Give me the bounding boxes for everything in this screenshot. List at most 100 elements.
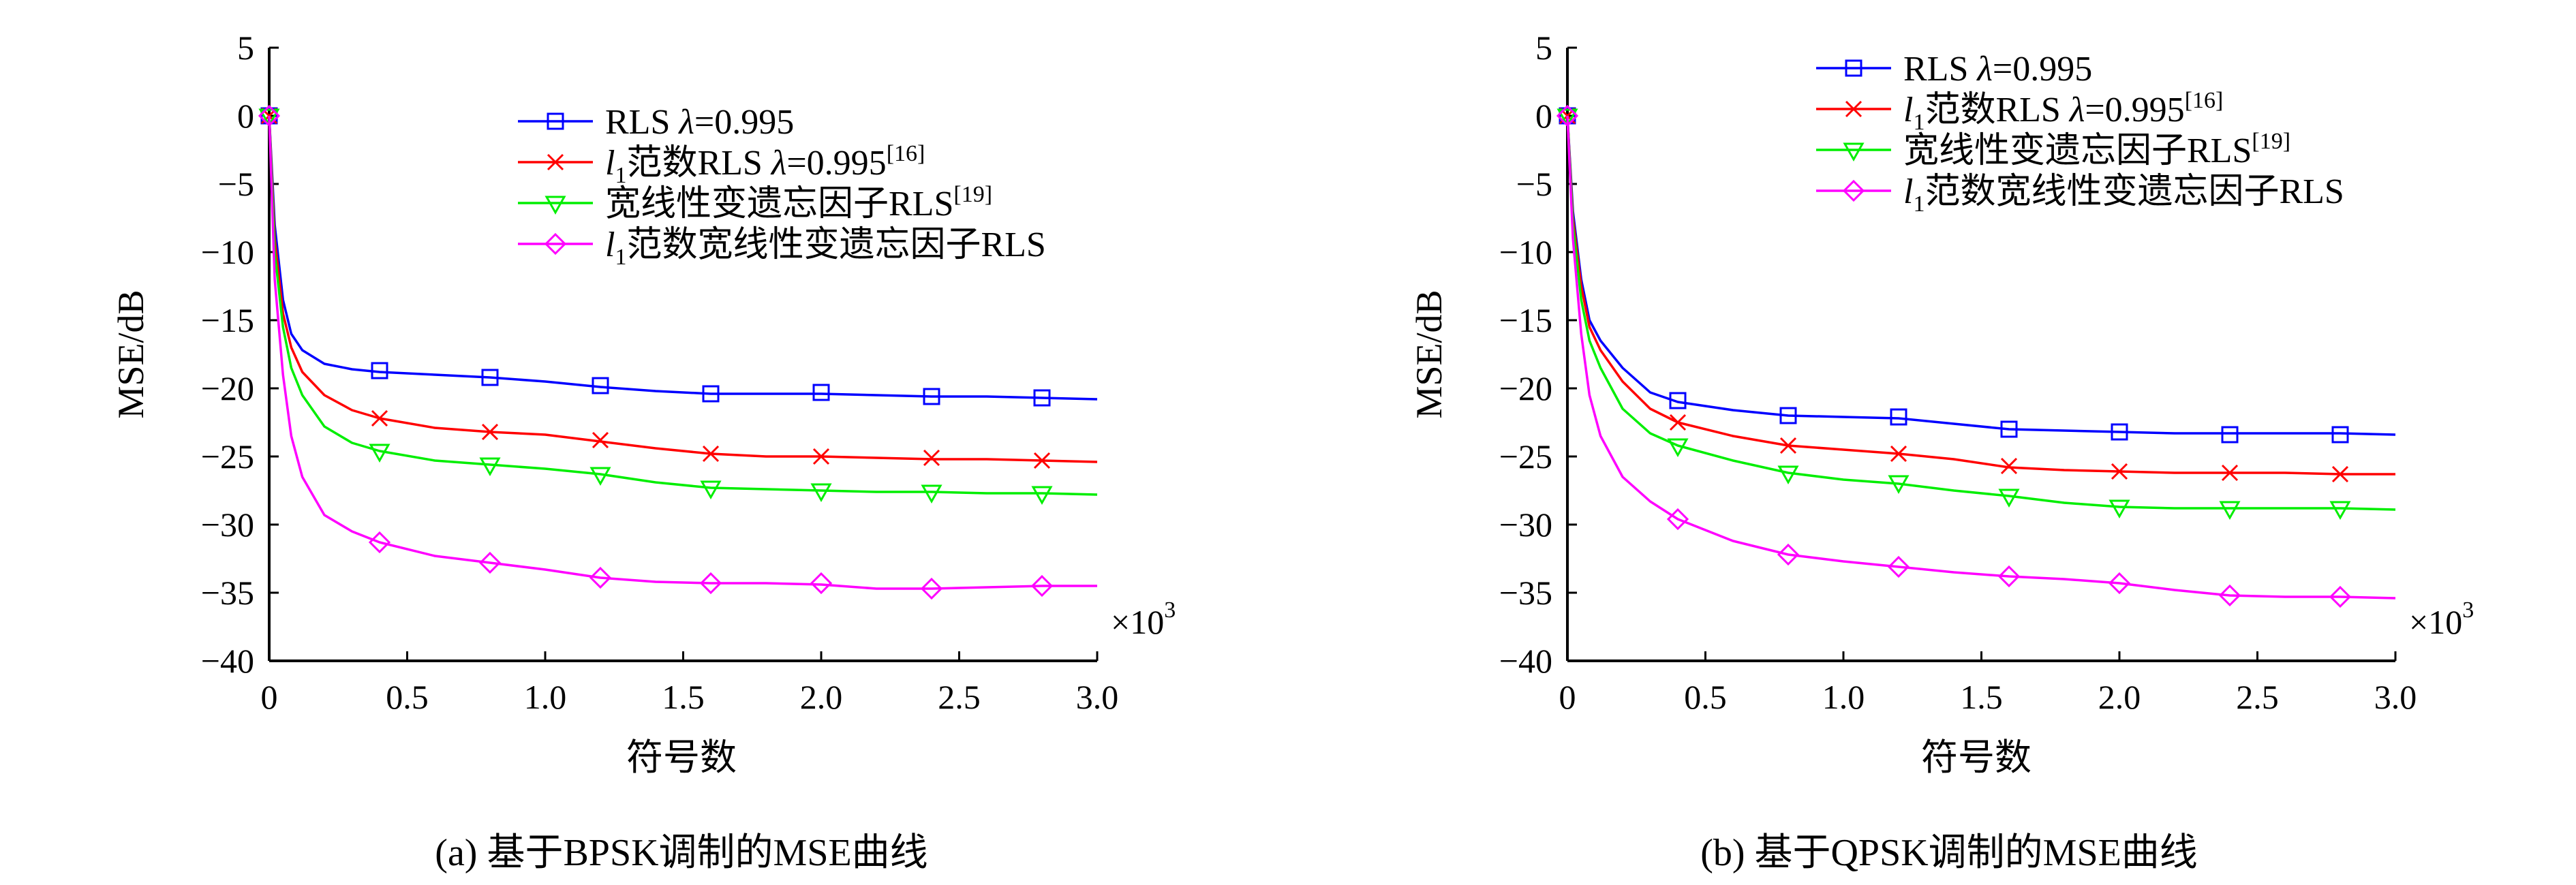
series-marker (921, 484, 942, 504)
y-tick-label: −40 (201, 642, 254, 680)
series-marker (2108, 572, 2131, 595)
legend-text-main: RLS (1903, 50, 1977, 89)
series-marker (589, 467, 611, 486)
series-marker (920, 577, 943, 600)
series-line (268, 115, 1098, 496)
x-tick-label: 3.0 (1076, 678, 1119, 716)
chart-panel-b: 50−5−10−15−20−25−30−35−400 0.5 1.0 1.5 2.0 2.… (1409, 29, 2474, 874)
x-tick-label: 0.5 (1684, 678, 1727, 716)
x-tick-label: 2.0 (2098, 678, 2141, 716)
legend-marker (545, 196, 566, 215)
series-marker (1997, 565, 2021, 588)
legend-label: l1范数RLS λ=0.995[16] (605, 141, 925, 188)
x-tick-label: 2.0 (800, 678, 843, 716)
y-tick-label: 5 (1535, 29, 1552, 67)
series-marker (2221, 426, 2239, 444)
series-marker (589, 566, 612, 589)
series-marker (258, 108, 280, 128)
series-marker (2109, 499, 2130, 519)
series-marker (702, 445, 720, 463)
series-line (1566, 115, 2396, 511)
y-tick-label: 0 (237, 97, 254, 135)
series-marker (592, 377, 609, 394)
x-tick-label: 1.0 (1822, 678, 1865, 716)
legend-subscript: 1 (615, 163, 626, 188)
series-marker (481, 369, 499, 386)
series-marker (368, 531, 391, 554)
legend-italic-l: l (605, 144, 615, 183)
legend-marker (544, 232, 567, 255)
legend-label: 宽线性变遗忘因子RLS[19] (1903, 129, 2290, 170)
series-marker (700, 480, 722, 500)
y-tick-label: −20 (1499, 369, 1552, 407)
series-marker (2221, 464, 2239, 482)
series-2 (258, 108, 1098, 506)
series-marker (699, 572, 722, 595)
series-marker (1777, 543, 1800, 566)
legend-marker (547, 112, 564, 130)
series-0 (260, 107, 1098, 407)
series-marker (702, 385, 720, 403)
legend-reference: [19] (953, 182, 992, 207)
figure-caption: (b) 基于QPSK调制的MSE曲线 (1700, 832, 2198, 874)
y-tick-label: −25 (1499, 437, 1552, 476)
legend-marker (1845, 59, 1862, 77)
series-line (268, 115, 1097, 590)
y-tick-label: −10 (201, 233, 254, 271)
y-tick-label: −10 (1499, 233, 1552, 271)
series-0 (1559, 107, 2396, 444)
legend-text-main: 宽线性变遗忘因子RLS (605, 185, 953, 223)
series-line (1566, 115, 2395, 476)
legend-label: l1范数RLS λ=0.995[16] (1903, 88, 2223, 135)
series-marker (2111, 423, 2128, 441)
series-marker (1890, 445, 1907, 463)
legend-label: 宽线性变遗忘因子RLS[19] (605, 182, 992, 223)
x-tick-label: 1.5 (662, 678, 705, 716)
legend-subscript: 1 (1913, 191, 1925, 217)
y-tick-label: −15 (1499, 301, 1552, 339)
series-marker (2331, 465, 2349, 483)
legend-text-main: 范数RLS (1925, 91, 2069, 129)
x-tick-label: 1.5 (1960, 678, 2003, 716)
legend-italic-lambda: λ (677, 103, 694, 142)
x-tick-label: 0 (261, 678, 278, 716)
legend-reference: [19] (2252, 129, 2290, 154)
x-tick-label: 1.0 (524, 678, 567, 716)
series-marker (2329, 585, 2352, 608)
y-tick-label: −30 (1499, 506, 1552, 544)
x-tick-label: 0 (1559, 678, 1576, 716)
x-axis-title: 符号数 (1921, 737, 2031, 778)
y-axis-title: MSE/dB (110, 290, 151, 418)
series-marker (923, 388, 940, 405)
y-tick-label: −30 (201, 506, 254, 544)
legend-text-value: =0.995 (694, 103, 794, 142)
series-marker (1887, 555, 1910, 578)
series-marker (923, 449, 940, 467)
series-marker (2329, 501, 2351, 521)
legend-italic-lambda: λ (770, 144, 787, 183)
y-tick-label: −25 (201, 437, 254, 476)
series-marker (810, 483, 832, 503)
y-tick-label: −40 (1499, 642, 1552, 680)
y-tick-label: 0 (1535, 97, 1552, 135)
y-tick-label: −35 (201, 574, 254, 612)
series-marker (1890, 408, 1907, 426)
legend-marker (1845, 100, 1862, 118)
series-marker (2218, 584, 2241, 607)
legend-reference: [16] (2185, 88, 2224, 113)
y-tick-label: −35 (1499, 574, 1552, 612)
legend-text-main: 宽线性变遗忘因子RLS (1903, 131, 2252, 170)
series-marker (2111, 463, 2128, 480)
series-line (268, 115, 1098, 463)
y-tick-label: −20 (201, 369, 254, 407)
legend-label: RLS λ=0.995 (1903, 50, 2092, 89)
x-tick-label: 2.5 (938, 678, 981, 716)
legend-label: RLS λ=0.995 (605, 103, 794, 142)
series-marker (2000, 420, 2018, 438)
y-tick-label: −5 (1516, 165, 1552, 203)
x-tick-label: 2.5 (2236, 678, 2279, 716)
series-marker (1033, 452, 1051, 469)
legend-text-main: 范数宽线性变遗忘因子RLS (626, 226, 1045, 264)
figure-caption: (a) 基于BPSK调制的MSE曲线 (435, 832, 927, 874)
